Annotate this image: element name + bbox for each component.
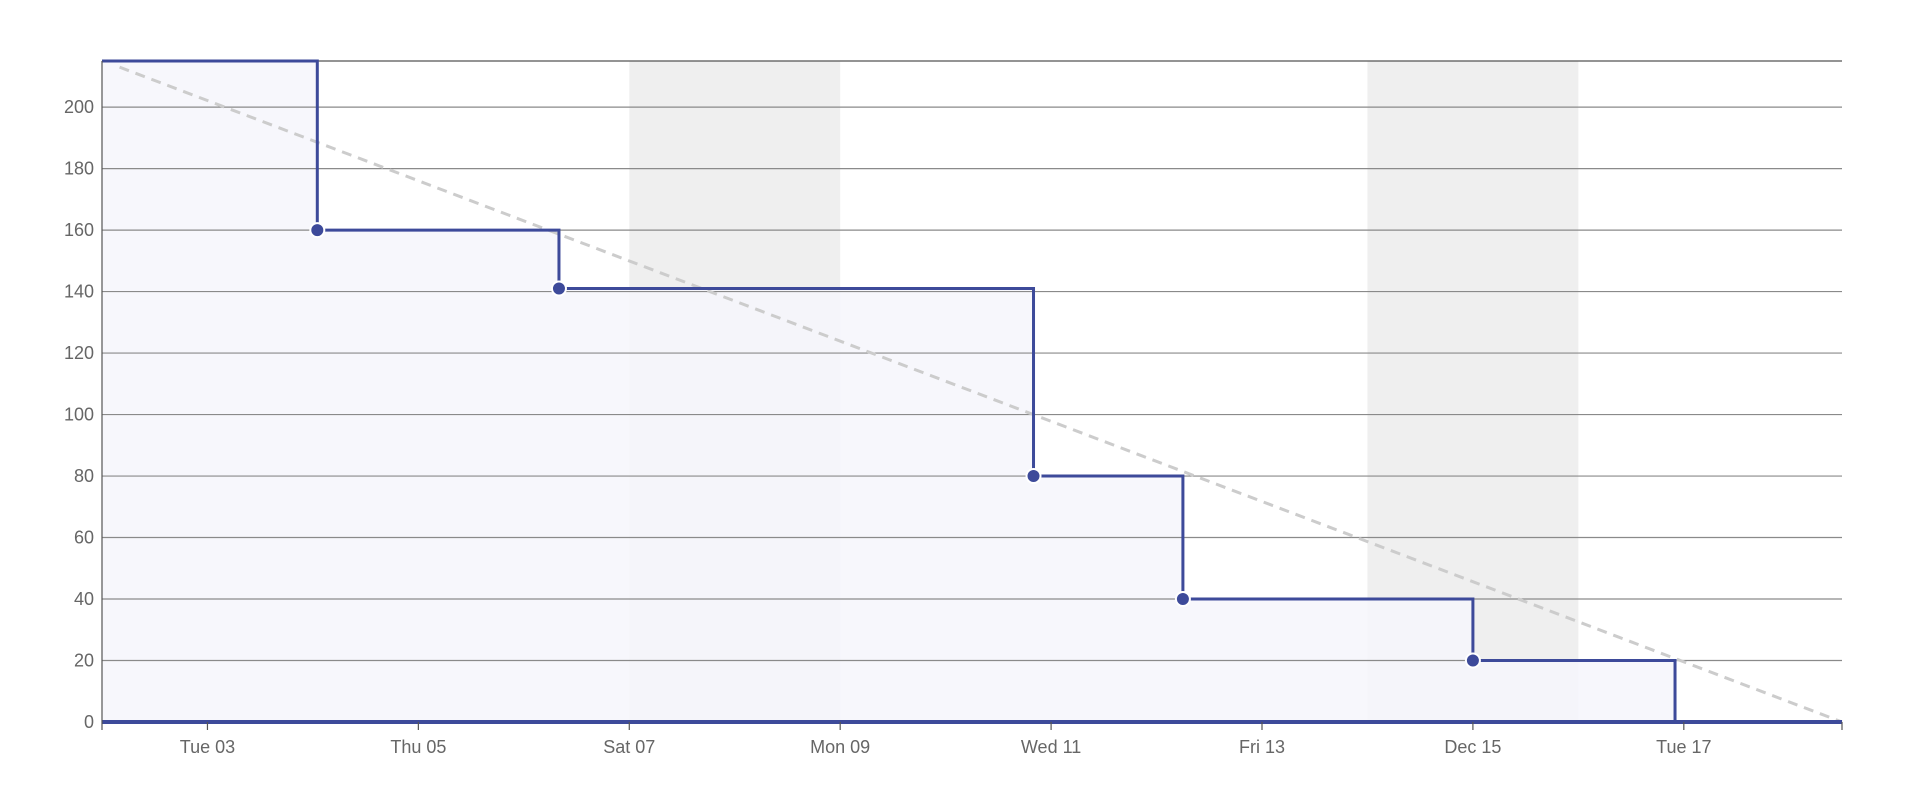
x-tick-label: Fri 13 — [1239, 737, 1285, 757]
data-point-marker — [1464, 652, 1481, 669]
markers — [309, 222, 1481, 669]
data-point-marker — [550, 280, 567, 297]
data-point-marker — [1025, 468, 1042, 485]
x-tick-label: Thu 05 — [390, 737, 446, 757]
x-tick-label: Mon 09 — [810, 737, 870, 757]
y-tick-label: 20 — [74, 651, 94, 671]
x-tick-label: Dec 15 — [1444, 737, 1501, 757]
y-tick-label: 40 — [74, 589, 94, 609]
y-tick-label: 80 — [74, 466, 94, 486]
axes — [101, 61, 1843, 730]
y-tick-label: 60 — [74, 528, 94, 548]
burndown-area — [102, 61, 1676, 722]
x-tick-label: Tue 17 — [1656, 737, 1711, 757]
y-tick-label: 160 — [64, 220, 94, 240]
y-tick-label: 120 — [64, 343, 94, 363]
ideal-burndown-line — [119, 65, 1843, 724]
y-tick-label: 0 — [84, 712, 94, 732]
ideal-line-layer — [119, 65, 1843, 724]
data-point-marker — [1174, 591, 1191, 608]
gridlines — [102, 60, 1842, 723]
tick-labels: Tue 03 Thu 05 Sat 07 Mon 09 Wed 11 Fri 13 Dec … — [64, 97, 1712, 757]
x-tick-label: Wed 11 — [1021, 737, 1081, 757]
y-tick-label: 200 — [64, 97, 94, 117]
data-point-marker — [309, 222, 326, 239]
x-tick-label: Tue 03 — [180, 737, 235, 757]
y-tick-label: 100 — [64, 405, 94, 425]
y-tick-label: 180 — [64, 159, 94, 179]
x-tick-label: Sat 07 — [603, 737, 655, 757]
area-fill-layer — [102, 61, 1676, 722]
y-tick-label: 140 — [64, 282, 94, 302]
